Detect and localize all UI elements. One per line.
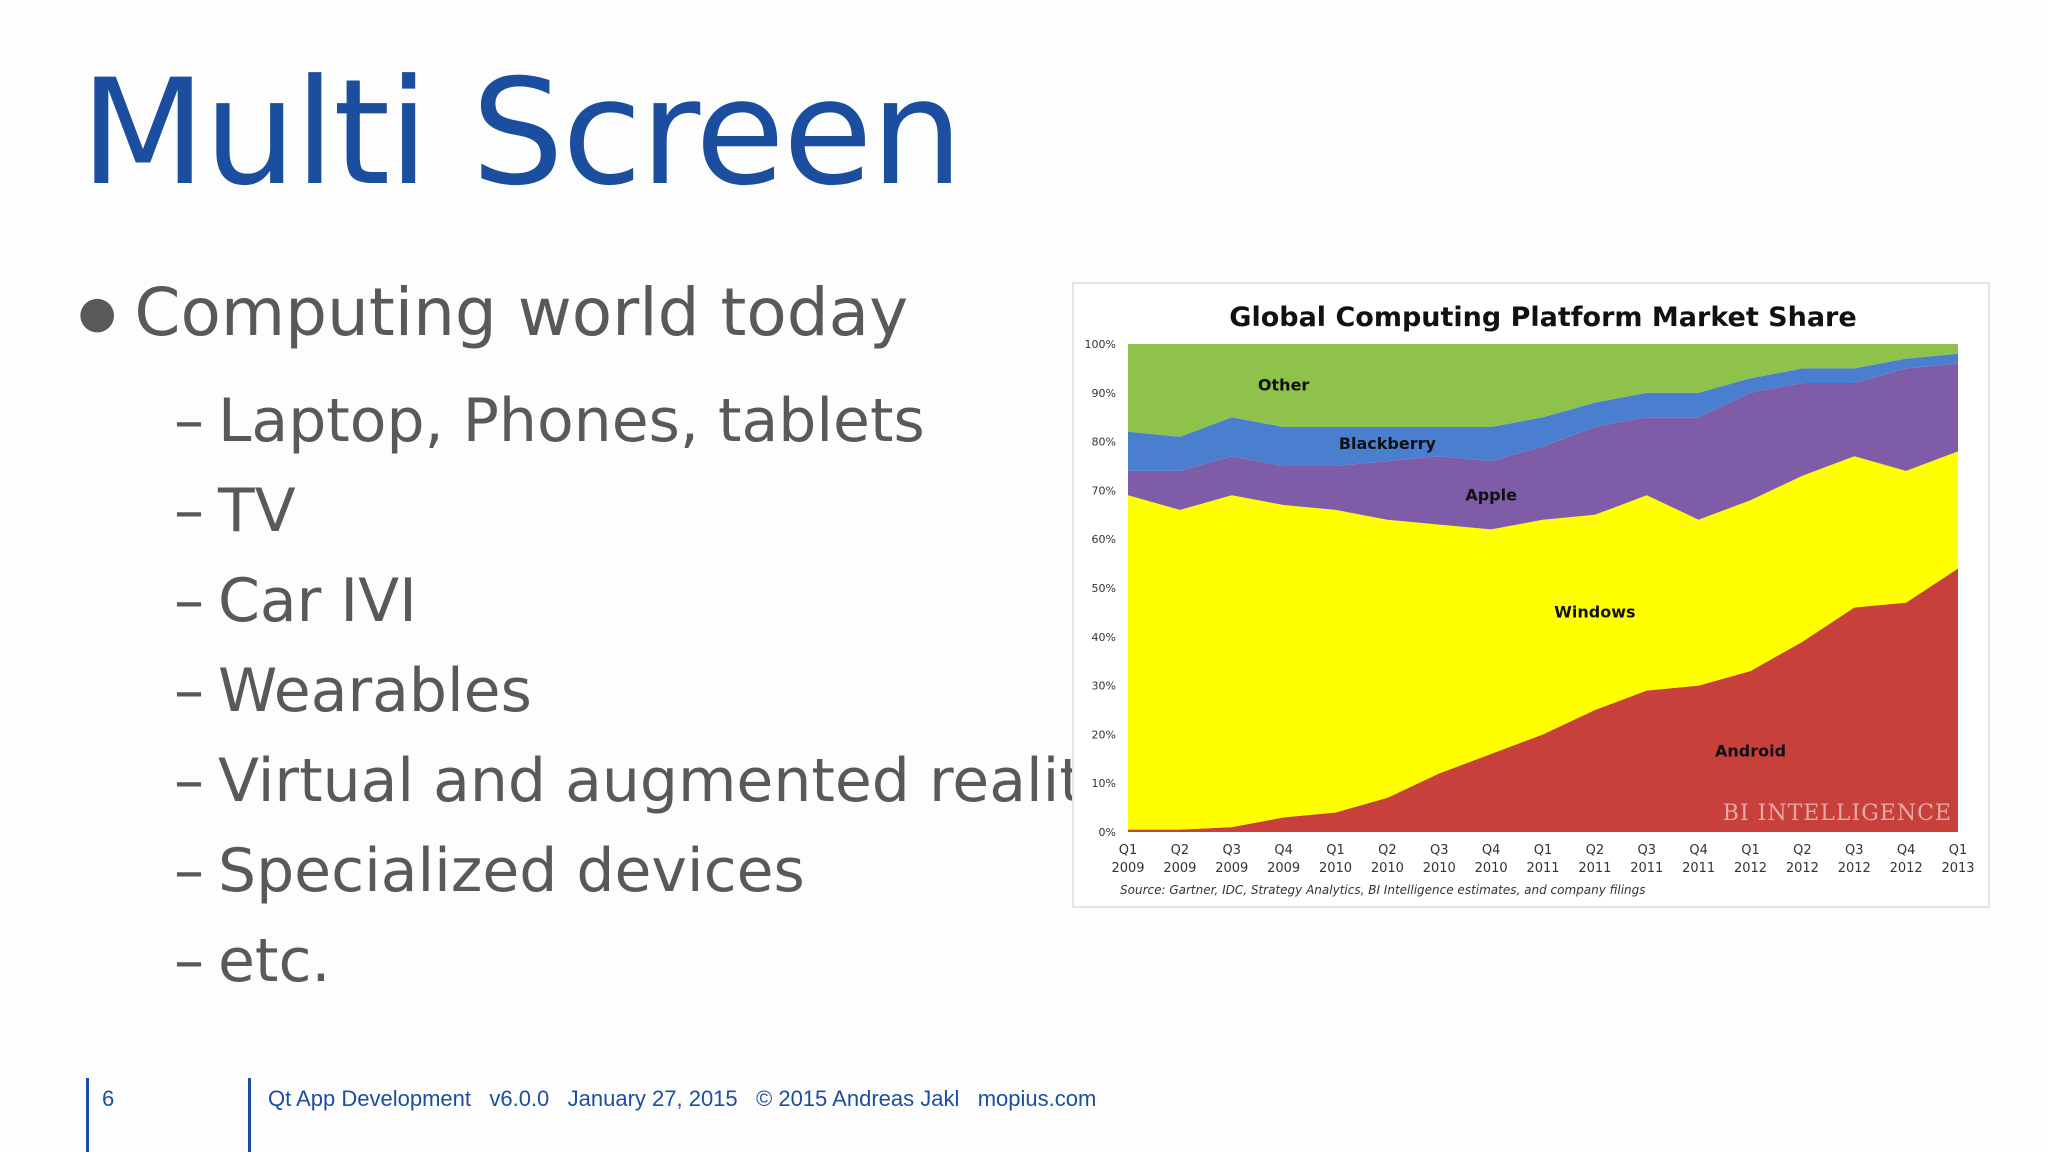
sub-item-text: etc. <box>218 926 331 996</box>
y-tick-label: 100% <box>1085 338 1116 351</box>
x-tick-label: 2010 <box>1319 861 1352 876</box>
chart-source: Source: Gartner, IDC, Strategy Analytics… <box>1120 883 1646 897</box>
dash-icon: – <box>174 926 204 996</box>
sub-item-text: Wearables <box>218 656 532 726</box>
dash-icon: – <box>174 836 204 906</box>
footer-divider <box>86 1078 89 1152</box>
x-tick-label: Q3 <box>1430 843 1449 858</box>
x-tick-label: Q4 <box>1689 843 1708 858</box>
footer-date: January 27, 2015 <box>567 1086 738 1111</box>
footer-divider <box>248 1078 251 1152</box>
sub-item-text: Virtual and augmented reality <box>218 746 1119 816</box>
x-tick-label: 2010 <box>1371 861 1404 876</box>
x-tick-label: Q2 <box>1378 843 1397 858</box>
y-tick-label: 80% <box>1092 436 1116 449</box>
x-tick-label: 2012 <box>1786 861 1819 876</box>
series-label-blackberry: Blackberry <box>1339 434 1437 453</box>
y-tick-label: 90% <box>1092 387 1116 400</box>
x-tick-label: Q1 <box>1119 843 1138 858</box>
footer-course: Qt App Development <box>268 1086 472 1111</box>
x-tick-label: 2012 <box>1890 861 1923 876</box>
x-tick-label: Q4 <box>1897 843 1916 858</box>
x-tick-label: 2011 <box>1526 861 1559 876</box>
sub-item: – Virtual and augmented reality <box>78 736 1118 826</box>
x-tick-label: Q1 <box>1326 843 1345 858</box>
x-tick-label: 2010 <box>1423 861 1456 876</box>
chart-watermark: BI INTELLIGENCE <box>1723 801 1952 826</box>
footer: 6 Qt App Development v6.0.0 January 27, … <box>0 1078 2048 1152</box>
area-windows <box>1128 451 1958 830</box>
y-tick-label: 60% <box>1092 533 1116 546</box>
dash-icon: – <box>174 476 204 546</box>
area-other <box>1128 344 1958 437</box>
slide-title: Multi Screen <box>80 48 963 218</box>
x-tick-label: Q1 <box>1949 843 1968 858</box>
sub-item: – Specialized devices <box>78 826 1118 916</box>
x-tick-label: 2012 <box>1838 861 1871 876</box>
sub-item-text: Laptop, Phones, tablets <box>218 386 925 456</box>
bullet-list: ● Computing world today – Laptop, Phones,… <box>78 280 1118 1006</box>
y-tick-label: 0% <box>1099 826 1116 839</box>
series-label-windows: Windows <box>1554 602 1635 621</box>
dash-icon: – <box>174 566 204 636</box>
sub-item: – etc. <box>78 916 1118 1006</box>
x-tick-label: 2011 <box>1682 861 1715 876</box>
dash-icon: – <box>174 386 204 456</box>
x-tick-label: Q4 <box>1482 843 1501 858</box>
dash-icon: – <box>174 656 204 726</box>
x-tick-label: Q4 <box>1274 843 1293 858</box>
area-apple <box>1128 363 1958 530</box>
x-tick-label: 2012 <box>1734 861 1767 876</box>
series-label-other: Other <box>1258 375 1309 394</box>
market-share-chart: Global Computing Platform Market Share 0%… <box>1072 282 1990 908</box>
y-tick-label: 20% <box>1092 728 1116 741</box>
chart-svg: Global Computing Platform Market Share 0%… <box>1085 302 1975 897</box>
dash-icon: – <box>174 746 204 816</box>
footer-site: mopius.com <box>977 1086 1097 1111</box>
x-tick-label: Q1 <box>1741 843 1760 858</box>
area-android <box>1128 568 1958 832</box>
x-tick-label: Q3 <box>1222 843 1241 858</box>
x-tick-label: 2009 <box>1215 861 1248 876</box>
y-tick-label: 40% <box>1092 631 1116 644</box>
series-label-apple: Apple <box>1465 485 1517 504</box>
bullet-main: ● Computing world today <box>78 280 1118 346</box>
y-tick-label: 70% <box>1092 484 1116 497</box>
x-tick-label: Q1 <box>1534 843 1553 858</box>
x-tick-label: Q3 <box>1845 843 1864 858</box>
x-tick-label: Q3 <box>1637 843 1656 858</box>
x-tick-label: 2009 <box>1111 861 1144 876</box>
x-tick-label: 2013 <box>1941 861 1974 876</box>
x-tick-label: 2011 <box>1630 861 1663 876</box>
sub-item-text: Specialized devices <box>218 836 805 906</box>
sub-item: – Wearables <box>78 646 1118 736</box>
sub-item: – Car IVI <box>78 556 1118 646</box>
y-tick-label: 30% <box>1092 680 1116 693</box>
bullet-dot-icon: ● <box>78 287 117 338</box>
x-tick-label: 2011 <box>1578 861 1611 876</box>
page-number: 6 <box>102 1086 115 1111</box>
x-tick-label: 2009 <box>1163 861 1196 876</box>
footer-info: Qt App Development v6.0.0 January 27, 20… <box>268 1086 1096 1112</box>
sub-item-text: TV <box>218 476 296 546</box>
sub-item: – Laptop, Phones, tablets <box>78 376 1118 466</box>
y-tick-label: 50% <box>1092 582 1116 595</box>
footer-copyright: © 2015 Andreas Jakl <box>756 1086 960 1111</box>
sub-item: – TV <box>78 466 1118 556</box>
sub-item-text: Car IVI <box>218 566 417 636</box>
bullet-main-text: Computing world today <box>134 274 909 351</box>
area-blackberry <box>1128 353 1958 471</box>
x-tick-label: Q2 <box>1586 843 1605 858</box>
chart-title: Global Computing Platform Market Share <box>1229 302 1856 333</box>
y-tick-label: 10% <box>1092 777 1116 790</box>
footer-version: v6.0.0 <box>489 1086 550 1111</box>
x-tick-label: 2010 <box>1475 861 1508 876</box>
x-tick-label: Q2 <box>1171 843 1190 858</box>
x-tick-label: Q2 <box>1793 843 1812 858</box>
x-tick-label: 2009 <box>1267 861 1300 876</box>
series-label-android: Android <box>1715 741 1786 760</box>
